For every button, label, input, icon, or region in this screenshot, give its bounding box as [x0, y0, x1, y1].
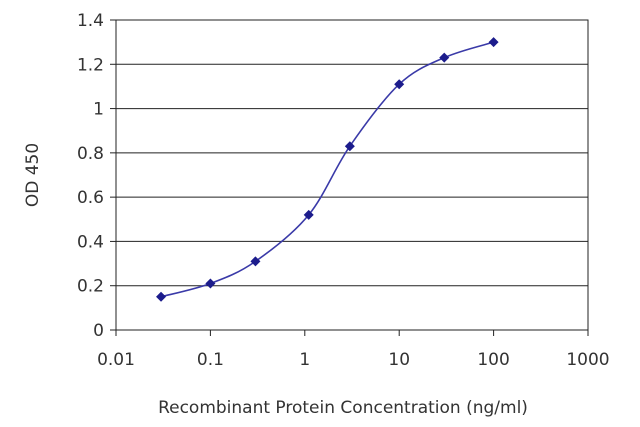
- data-point: [488, 37, 499, 48]
- y-tick-label: 0: [93, 321, 104, 341]
- x-tick-label: 0.01: [97, 350, 135, 370]
- data-point: [394, 79, 405, 90]
- data-point: [344, 141, 355, 152]
- x-axis: 0.01 0.1 1 10 100 1000: [97, 330, 610, 370]
- data-points: [156, 37, 499, 302]
- gridlines: [116, 63, 588, 287]
- x-tick-label: 10: [388, 350, 410, 370]
- y-tick-label: 0.6: [77, 188, 104, 208]
- data-point: [250, 256, 261, 267]
- x-tick-label: 1000: [566, 350, 609, 370]
- data-point: [156, 291, 167, 302]
- x-axis-title: Recombinant Protein Concentration (ng/ml…: [158, 398, 528, 418]
- data-point: [205, 278, 216, 289]
- y-tick-label: 0.4: [77, 232, 104, 252]
- y-axis: 0 0.2 0.4 0.6 0.8 1 1.2 1.4: [77, 11, 116, 341]
- y-tick-label: 0.2: [77, 277, 104, 297]
- y-tick-label: 0.8: [77, 144, 104, 164]
- plot-area: [115, 19, 589, 331]
- x-tick-label: 100: [477, 350, 509, 370]
- x-tick-label: 1: [299, 350, 310, 370]
- y-axis-title: OD 450: [23, 143, 43, 207]
- data-point: [303, 209, 314, 220]
- data-point: [439, 52, 450, 63]
- series-line: [160, 41, 494, 298]
- y-tick-label: 1.4: [77, 11, 104, 31]
- y-tick-label: 1.2: [77, 55, 104, 75]
- y-tick-label: 1: [93, 100, 104, 120]
- x-tick-label: 0.1: [197, 350, 224, 370]
